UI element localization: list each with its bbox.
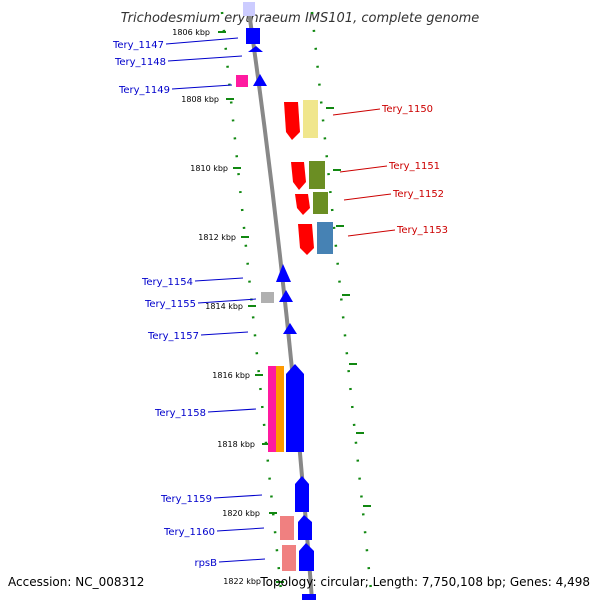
label-connector [165,37,239,45]
gene-label-rpsb[interactable]: rpsB [194,558,217,569]
label-connector [207,408,257,413]
gene-label-tery-1155[interactable]: Tery_1155 [144,299,196,310]
gene-block [276,366,284,452]
kbp-label: 1808 kbp [181,95,219,104]
gene-label-tery-1154[interactable]: Tery_1154 [141,277,193,288]
gene-arrow [284,102,300,140]
kbp-label: 1806 kbp [172,28,210,37]
gene-block [302,594,316,600]
label-connector [218,558,266,563]
label-connector [194,277,244,282]
label-connector [332,108,381,116]
topology-text: Topology: circular; Length: 7,750,108 bp… [259,575,590,589]
gene-block [243,2,255,16]
gene-label-tery-1147[interactable]: Tery_1147 [112,40,164,51]
genome-title: Trichodesmium erythraeum IMS101, complet… [121,11,480,26]
label-connector [216,527,265,532]
gene-label-tery-1160[interactable]: Tery_1160 [163,527,215,538]
kbp-label: 1822 kbp [223,577,261,586]
kbp-label: 1816 kbp [212,371,250,380]
gene-label-tery-1153[interactable]: Tery_1153 [396,225,448,236]
gene-arrow [276,264,291,282]
right-track-outer [310,11,374,600]
kbp-labels: 1806 kbp 1808 kbp 1810 kbp 1812 kbp 1814… [172,28,261,586]
kbp-label: 1812 kbp [198,233,236,242]
gene-arrow [283,323,297,334]
gene-arrow [286,364,304,452]
right-gene-labels: Tery_1150 Tery_1151 Tery_1152 Tery_1153 [332,104,448,237]
gene-arrow [291,162,306,190]
gene-block [282,545,296,571]
gene-features [236,2,333,600]
kbp-label: 1814 kbp [205,302,243,311]
kbp-label: 1820 kbp [222,509,260,518]
label-connector [200,331,249,336]
gene-block [317,222,333,254]
kbp-ticks [218,31,371,583]
gene-block [261,292,274,303]
gene-label-tery-1158[interactable]: Tery_1158 [154,408,206,419]
gene-block [309,161,325,189]
accession-text: Accession: NC_008312 [8,575,144,589]
label-connector [171,84,233,90]
gene-label-tery-1159[interactable]: Tery_1159 [160,494,212,505]
gene-block [236,75,248,87]
gene-block [280,516,294,540]
gene-arrow [298,515,312,540]
label-connector [347,229,396,237]
gene-block [268,366,276,452]
gene-label-tery-1157[interactable]: Tery_1157 [147,331,199,342]
gene-arrow [295,194,310,215]
gene-arrow [248,46,263,52]
gene-arrow [299,543,314,571]
gene-label-tery-1151[interactable]: Tery_1151 [388,161,440,172]
kbp-label: 1810 kbp [190,164,228,173]
gene-label-tery-1149[interactable]: Tery_1149 [118,85,170,96]
gene-arrow [253,74,267,86]
kbp-label: 1818 kbp [217,440,255,449]
gene-arrow [279,290,293,302]
gene-label-tery-1150[interactable]: Tery_1150 [381,104,433,115]
label-connector [213,494,263,499]
gene-label-tery-1152[interactable]: Tery_1152 [392,189,444,200]
gene-block [303,100,318,138]
label-connector [167,55,243,62]
gene-arrow [295,476,309,512]
label-connector [197,298,257,304]
left-gene-labels: Tery_1147 Tery_1148 Tery_1149 Tery_1154 … [112,37,266,569]
gene-block [246,28,260,44]
label-connector [339,165,388,173]
gene-block [313,192,328,214]
label-connector [343,193,392,201]
gene-label-tery-1148[interactable]: Tery_1148 [114,57,166,68]
gene-arrow [298,224,314,255]
